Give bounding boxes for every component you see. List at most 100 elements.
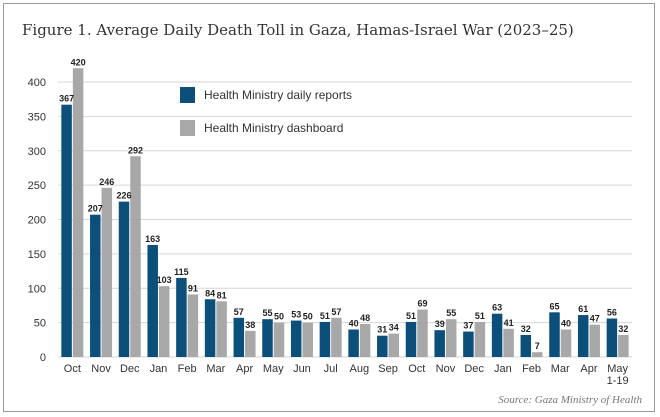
y-tick-label: 0 (40, 352, 46, 364)
bars (61, 68, 629, 357)
x-tick-label: Mar (206, 363, 225, 375)
bar-dashboard (130, 156, 141, 357)
bar-daily-reports (204, 299, 216, 357)
x-tick-label: 1-19 (607, 375, 629, 387)
chart-title: Figure 1. Average Daily Death Toll in Ga… (22, 21, 574, 39)
value-label: 115 (174, 267, 189, 277)
bar-dashboard (101, 187, 113, 357)
x-tick-label: Feb (522, 363, 541, 375)
bar-daily-reports (118, 201, 130, 357)
value-label: 84 (205, 288, 215, 298)
x-tick-label: Jun (293, 363, 311, 375)
value-label: 81 (217, 290, 227, 300)
x-tick-label: Apr (236, 363, 253, 375)
x-tick-label: Feb (178, 363, 197, 375)
value-label: 63 (492, 303, 502, 313)
bar-daily-reports (233, 317, 245, 357)
y-axis-ticks: 0 50 100 150 200 250 300 350 400 (28, 77, 46, 364)
bar-dashboard (245, 330, 256, 357)
bar-dashboard (474, 321, 486, 357)
legend-swatch (180, 120, 195, 136)
bar-dashboard (359, 324, 371, 357)
x-axis-ticks: Oct Nov Dec Jan Feb Mar Apr May Jun Jul Aug Sep Oct N… (64, 363, 629, 387)
value-label: 226 (116, 191, 131, 201)
x-tick-label: Jan (150, 363, 168, 375)
value-label: 38 (245, 320, 255, 330)
value-label: 7 (535, 341, 540, 351)
value-label: 163 (145, 234, 160, 244)
bar-dashboard (331, 317, 342, 357)
y-tick-label: 50 (34, 318, 46, 330)
bar-daily-reports (90, 214, 101, 357)
x-tick-label: May (263, 363, 284, 375)
y-tick-label: 100 (28, 283, 46, 295)
y-tick-label: 150 (28, 249, 46, 261)
x-tick-label: Jul (324, 363, 338, 375)
bar-daily-reports (262, 319, 273, 357)
x-tick-label: Oct (64, 363, 81, 375)
value-label: 103 (157, 275, 172, 285)
x-tick-label: Oct (408, 363, 425, 375)
x-tick-label: Nov (436, 363, 456, 375)
grid-lines (58, 81, 632, 358)
y-tick-label: 250 (28, 180, 46, 192)
bar-dashboard (187, 294, 199, 357)
y-tick-label: 400 (28, 77, 46, 89)
bar-daily-reports (405, 321, 417, 357)
value-label: 37 (463, 321, 473, 331)
bar-dashboard (503, 328, 514, 357)
value-label: 47 (590, 314, 600, 324)
value-label: 51 (320, 311, 330, 321)
value-label: 367 (59, 94, 74, 104)
value-label: 53 (291, 310, 301, 320)
value-label: 40 (561, 319, 571, 329)
x-tick-label: Jan (494, 363, 512, 375)
value-label: 65 (549, 301, 559, 311)
bar-dashboard (532, 352, 543, 357)
legend-swatch (180, 87, 195, 103)
x-tick-label: Nov (91, 363, 111, 375)
value-label: 292 (128, 145, 143, 155)
value-label: 40 (349, 319, 359, 329)
bar-daily-reports (176, 277, 187, 357)
bar-daily-reports (463, 331, 474, 357)
bar-daily-reports (606, 318, 618, 357)
value-label: 246 (99, 177, 114, 187)
bar-dashboard (72, 68, 84, 357)
bar-dashboard (618, 335, 629, 357)
value-label: 55 (446, 308, 456, 318)
value-label: 207 (88, 204, 103, 214)
bar-daily-reports (434, 330, 445, 357)
value-label: 48 (360, 313, 370, 323)
bar-dashboard (589, 324, 600, 357)
value-label: 51 (406, 311, 416, 321)
bar-daily-reports (61, 104, 72, 357)
value-label: 41 (504, 318, 514, 328)
y-tick-label: 350 (28, 111, 46, 123)
value-label: 39 (435, 319, 445, 329)
x-tick-label: Dec (464, 363, 484, 375)
bar-dashboard (302, 322, 313, 357)
bar-dashboard (417, 309, 428, 357)
bar-dashboard (445, 319, 457, 357)
y-tick-label: 200 (28, 215, 46, 227)
value-label: 69 (417, 299, 427, 309)
bar-daily-reports (577, 315, 589, 357)
value-label: 57 (234, 307, 244, 317)
bar-dashboard (216, 301, 227, 357)
value-label: 32 (618, 324, 628, 334)
x-tick-label: Apr (580, 363, 597, 375)
value-label: 57 (331, 307, 341, 317)
value-label: 31 (377, 325, 387, 335)
bar-daily-reports (549, 312, 560, 357)
bar-daily-reports (147, 244, 158, 357)
bar-dashboard (388, 333, 400, 357)
legend: Health Ministry daily reports Health Mini… (180, 87, 352, 136)
value-label: 50 (303, 312, 313, 322)
legend-label: Health Ministry daily reports (204, 88, 352, 102)
value-label: 55 (262, 308, 272, 318)
x-tick-label: May (607, 363, 628, 375)
y-tick-label: 300 (28, 146, 46, 158)
x-tick-label: Aug (350, 363, 370, 375)
